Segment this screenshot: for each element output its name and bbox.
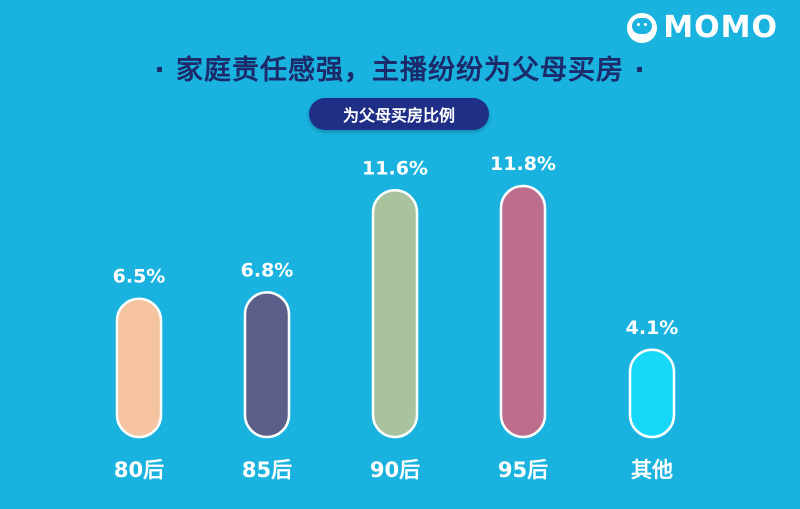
- category-label: 90后: [370, 458, 420, 482]
- speech-bubble-face-icon: [627, 12, 658, 43]
- value-label: 6.8%: [241, 259, 294, 281]
- value-label: 11.8%: [490, 153, 556, 175]
- bar-95后: [499, 184, 547, 439]
- value-label: 4.1%: [626, 317, 679, 339]
- category-label: 80后: [114, 458, 164, 482]
- page-title: · 家庭责任感强，主播纷纷为父母买房 ·: [154, 55, 646, 86]
- bar-90后: [371, 189, 419, 439]
- category-label: 95后: [498, 458, 548, 482]
- category-label: 85后: [242, 458, 292, 482]
- logo-text: MOMO: [663, 10, 778, 45]
- bar-其他: [628, 348, 676, 439]
- category-label: 其他: [631, 458, 673, 482]
- momo-logo: MOMO: [627, 10, 778, 45]
- value-label: 6.5%: [113, 266, 166, 288]
- value-label: 11.6%: [362, 157, 428, 179]
- bar-85后: [243, 291, 291, 439]
- bar-80后: [115, 297, 163, 439]
- chart-subtitle-badge: 为父母买房比例: [309, 98, 489, 130]
